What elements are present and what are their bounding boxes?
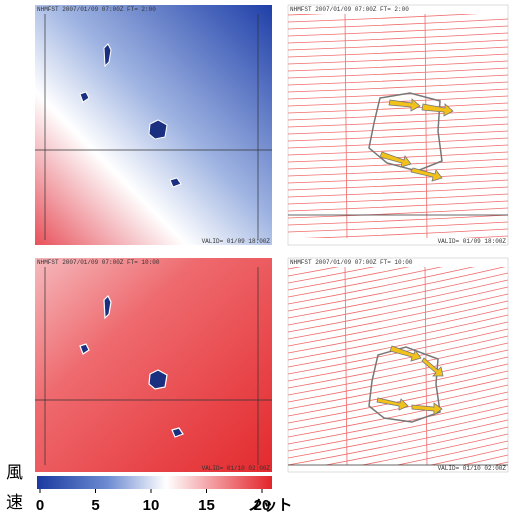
streamline xyxy=(288,405,508,452)
panel-footer: VALID= 01/09 18:00Z xyxy=(202,238,271,245)
streamline xyxy=(288,391,508,438)
streamline xyxy=(360,433,508,465)
islands xyxy=(79,294,184,438)
tick-label: 10 xyxy=(143,497,160,514)
panel-header: NHMFST 2007/01/09 07:00Z FT= 2:00 xyxy=(37,6,156,13)
streamline xyxy=(288,363,508,410)
streamline xyxy=(288,74,508,86)
streamline xyxy=(288,267,475,305)
streamline xyxy=(288,151,508,163)
streamline xyxy=(344,267,348,465)
streamline xyxy=(288,18,508,30)
streamline xyxy=(288,193,508,205)
streamline xyxy=(288,116,508,128)
streamline xyxy=(288,179,508,191)
streamline xyxy=(288,469,508,514)
tick-label: 20 xyxy=(254,497,271,514)
panel-footer: VALID= 01/10 02:00Z xyxy=(438,465,507,472)
streamline xyxy=(288,314,508,361)
streamline xyxy=(288,335,508,382)
streamline xyxy=(288,207,508,219)
streamline xyxy=(424,14,428,238)
wind-arrows xyxy=(379,98,454,182)
colorbar-label: 風速 xyxy=(6,463,23,512)
streamline xyxy=(429,447,508,465)
domain-outline xyxy=(368,92,443,172)
streamline xyxy=(288,412,508,459)
colorbar-unit: ノット xyxy=(248,497,293,514)
streamline xyxy=(288,144,508,156)
streamline xyxy=(288,200,508,212)
streamline xyxy=(304,228,508,238)
streamline xyxy=(288,286,508,333)
streamline xyxy=(288,39,508,51)
streamline xyxy=(288,349,508,396)
streamline xyxy=(288,221,508,233)
streamline xyxy=(288,46,508,58)
frame-lines xyxy=(35,14,272,240)
streamline xyxy=(288,476,508,521)
streamline xyxy=(288,356,508,403)
panel-header: NHMFST 2007/01/09 07:00Z FT= 10:00 xyxy=(290,259,413,266)
domain-outline xyxy=(368,346,441,423)
tick-label: 0 xyxy=(36,497,44,514)
streamline xyxy=(288,53,508,65)
streamline xyxy=(424,267,428,465)
streamline xyxy=(288,321,508,368)
streamline xyxy=(288,398,508,445)
colorbar xyxy=(37,476,272,489)
streamline xyxy=(288,307,508,354)
streamline xyxy=(288,267,506,312)
streamline xyxy=(288,109,508,121)
streamline xyxy=(288,267,410,291)
streamline xyxy=(288,370,508,417)
tick-label: 15 xyxy=(198,497,215,514)
streamline xyxy=(288,186,508,198)
streamline xyxy=(288,483,508,528)
streamline xyxy=(288,137,508,149)
streamline xyxy=(288,300,508,347)
streamline xyxy=(288,158,508,170)
tick-label: 5 xyxy=(91,497,99,514)
streamline xyxy=(288,377,508,424)
streamline xyxy=(288,279,508,326)
streamline xyxy=(463,235,508,238)
streamline xyxy=(288,60,508,72)
streamline xyxy=(288,123,508,135)
streamline xyxy=(288,267,375,284)
streamline xyxy=(288,67,508,79)
streamline xyxy=(288,272,508,319)
streamline xyxy=(288,214,508,226)
streamline xyxy=(288,172,508,184)
streamline xyxy=(288,130,508,142)
streamline xyxy=(288,81,508,93)
streamline xyxy=(288,102,508,114)
frame-lines xyxy=(35,267,272,465)
streamline xyxy=(344,14,348,238)
streamline xyxy=(288,267,339,277)
panel-bg xyxy=(287,4,509,246)
streamline xyxy=(288,419,508,465)
streamline xyxy=(288,293,508,340)
panel-header: NHMFST 2007/01/09 07:00Z FT= 10:00 xyxy=(37,259,160,266)
streamline xyxy=(324,426,508,465)
streamlines xyxy=(288,267,508,528)
panel-footer: VALID= 01/10 02:00Z xyxy=(202,465,271,472)
panel-header: NHMFST 2007/01/09 07:00Z FT= 2:00 xyxy=(290,6,409,13)
wind-arrows xyxy=(376,345,444,416)
streamline xyxy=(288,165,508,177)
panel-bg xyxy=(35,258,272,472)
streamline xyxy=(288,25,508,37)
panel-footer: VALID= 01/09 18:00Z xyxy=(438,238,507,245)
streamline xyxy=(288,14,479,23)
streamline xyxy=(288,267,443,298)
islands xyxy=(79,43,182,188)
streamline xyxy=(288,32,508,44)
streamline xyxy=(288,342,508,389)
streamline xyxy=(461,454,508,465)
